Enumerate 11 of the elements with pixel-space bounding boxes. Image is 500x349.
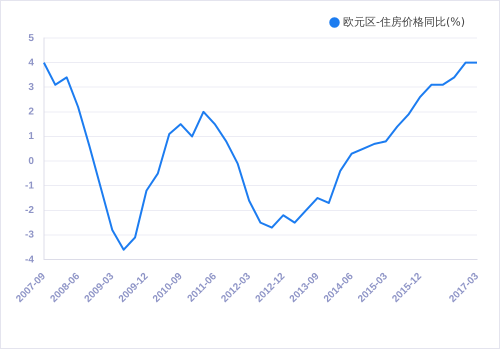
y-tick-label: -4	[24, 254, 34, 266]
y-tick-label: 3	[28, 82, 34, 93]
legend-label: 欧元区-住房价格同比(%)	[342, 15, 466, 28]
y-tick-label: 1	[28, 131, 34, 142]
y-tick-label: 5	[28, 32, 34, 44]
y-tick-label: 4	[28, 57, 34, 68]
y-tick-label: -3	[24, 230, 34, 241]
y-tick-label: 0	[28, 156, 34, 167]
y-tick-label: -1	[24, 180, 34, 192]
y-tick-label: 2	[28, 106, 34, 118]
y-tick-label: -2	[24, 205, 34, 216]
